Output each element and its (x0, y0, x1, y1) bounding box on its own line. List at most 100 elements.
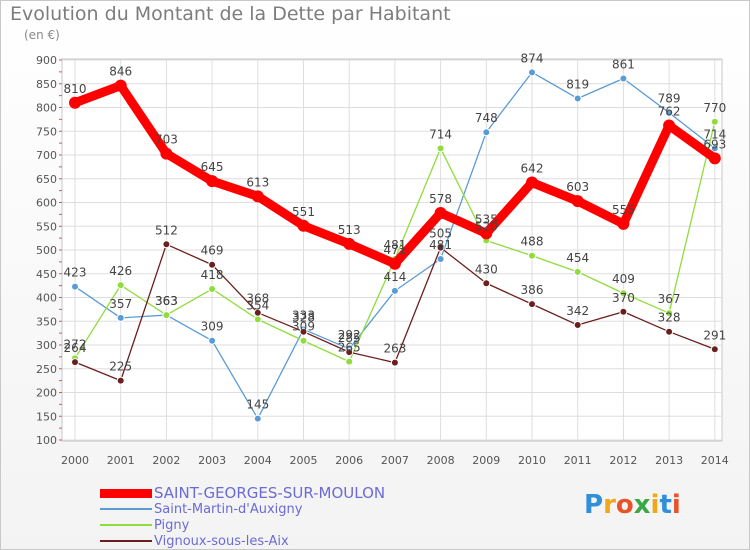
data-label: 430 (475, 262, 498, 276)
x-tick-label: 2005 (290, 454, 318, 467)
data-point (528, 68, 536, 77)
data-label: 328 (658, 311, 681, 325)
legend-item: Saint-Martin-d'Auxigny (100, 501, 302, 517)
data-label: 309 (292, 320, 315, 334)
data-label: 357 (109, 297, 132, 311)
data-label: 328 (292, 311, 315, 325)
data-label: 642 (521, 162, 544, 176)
data-point (208, 284, 217, 293)
data-label: 578 (429, 192, 452, 206)
data-label: 265 (338, 341, 361, 355)
data-point (665, 108, 674, 117)
data-label: 513 (338, 223, 361, 237)
data-label: 370 (612, 291, 635, 305)
data-label: 469 (201, 244, 224, 258)
data-point (436, 243, 445, 252)
data-label: 471 (383, 243, 406, 257)
logo-letter: i (650, 490, 660, 520)
data-point (162, 311, 171, 320)
data-point (663, 119, 676, 132)
data-point (253, 308, 262, 317)
data-point (116, 281, 125, 290)
data-label: 481 (429, 238, 452, 252)
series-saint-georges-sur-moulon (69, 79, 721, 270)
y-tick-label: 400 (36, 292, 57, 305)
data-point (116, 313, 125, 322)
logo-letter: t (659, 490, 672, 520)
data-point (571, 195, 584, 208)
data-point (436, 255, 445, 264)
data-point (206, 175, 219, 188)
data-point (617, 217, 630, 230)
logo-letter: P (584, 490, 604, 520)
data-point (482, 128, 491, 137)
data-label: 520 (475, 220, 498, 234)
data-label: 551 (292, 205, 315, 219)
data-label: 291 (703, 328, 726, 342)
data-point (299, 336, 308, 345)
data-label: 426 (109, 264, 132, 278)
y-tick-label: 900 (36, 54, 57, 67)
data-label: 748 (475, 111, 498, 125)
data-point (482, 279, 491, 288)
logo-letter: r (603, 490, 616, 520)
legend-swatch (100, 524, 152, 526)
series-saint-martin-d-auxigny (71, 68, 719, 423)
data-label: 555 (612, 203, 635, 217)
data-point (573, 267, 582, 276)
data-label: 861 (612, 58, 635, 72)
data-point (619, 74, 628, 83)
data-point (710, 144, 719, 153)
data-point (297, 219, 310, 232)
legend-item: SAINT-GEORGES-SUR-MOULON (100, 484, 385, 502)
x-tick-label: 2010 (518, 454, 546, 467)
data-point (208, 336, 217, 345)
data-label: 703 (155, 133, 178, 147)
data-point (710, 345, 719, 354)
data-point (160, 147, 173, 160)
data-point (162, 240, 171, 249)
data-label: 693 (703, 137, 726, 151)
data-label: 488 (521, 235, 544, 249)
data-label: 762 (658, 105, 681, 119)
logo-letter: o (615, 490, 634, 520)
x-tick-label: 2014 (701, 454, 729, 467)
data-point (480, 227, 493, 240)
legend-label: Vignoux-sous-les-Aix (154, 533, 289, 549)
x-tick-label: 2008 (427, 454, 455, 467)
data-point (528, 251, 536, 260)
data-label: 505 (429, 227, 452, 241)
data-label: 613 (246, 175, 269, 189)
data-point (708, 152, 721, 165)
data-label: 333 (292, 308, 315, 322)
data-label: 874 (521, 51, 544, 65)
data-point (116, 376, 125, 385)
data-label: 363 (155, 294, 178, 308)
data-point (436, 144, 445, 153)
y-tick-label: 850 (36, 78, 57, 91)
data-label: 846 (109, 65, 132, 79)
y-tick-label: 150 (36, 410, 57, 423)
data-point (114, 79, 127, 92)
data-label: 454 (566, 251, 589, 265)
x-tick-label: 2011 (564, 454, 592, 467)
y-tick-label: 750 (36, 125, 57, 138)
x-tick-label: 2004 (244, 454, 272, 467)
data-label: 309 (201, 320, 224, 334)
y-tick-label: 200 (36, 387, 57, 400)
data-point (208, 260, 217, 269)
y-tick-label: 700 (36, 149, 57, 162)
data-label: 264 (64, 341, 87, 355)
x-tick-label: 2007 (381, 454, 409, 467)
logo-letter: i (671, 490, 681, 520)
y-tick-label: 550 (36, 220, 57, 233)
series-vignoux-sous-les-aix (71, 240, 719, 385)
data-point (390, 286, 399, 295)
data-point (390, 358, 399, 367)
data-point (619, 289, 628, 298)
y-tick-label: 800 (36, 102, 57, 115)
data-point (345, 357, 354, 366)
data-label: 225 (109, 360, 132, 374)
data-label: 368 (246, 292, 269, 306)
